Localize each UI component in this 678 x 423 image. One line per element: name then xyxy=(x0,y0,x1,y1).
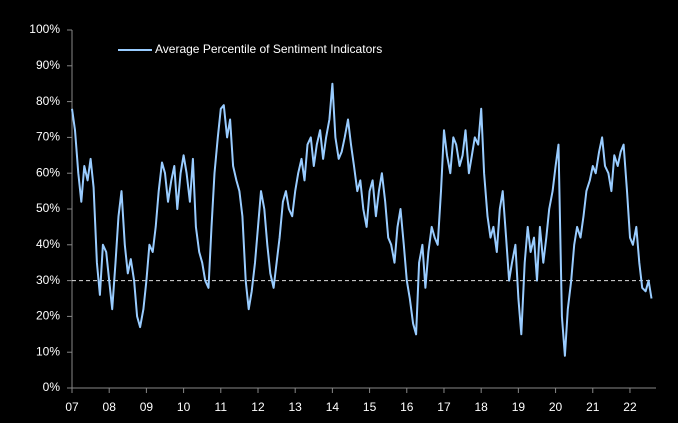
y-tick-label: 70% xyxy=(36,130,60,144)
y-tick-label: 80% xyxy=(36,94,60,108)
x-tick-label: 14 xyxy=(326,400,340,414)
x-tick-label: 10 xyxy=(177,400,191,414)
legend-label: Average Percentile of Sentiment Indicato… xyxy=(155,42,382,56)
x-tick-label: 11 xyxy=(215,400,228,414)
y-tick-label: 50% xyxy=(36,201,60,215)
x-tick-label: 15 xyxy=(363,400,377,414)
y-tick-label: 0% xyxy=(43,380,61,394)
x-tick-label: 16 xyxy=(400,400,414,414)
x-tick-label: 08 xyxy=(103,400,117,414)
x-tick-label: 09 xyxy=(140,400,154,414)
x-tick-label: 22 xyxy=(623,400,637,414)
x-tick-label: 13 xyxy=(289,400,303,414)
x-tick-label: 20 xyxy=(549,400,563,414)
y-tick-label: 90% xyxy=(36,58,60,72)
y-tick-label: 60% xyxy=(36,165,60,179)
x-tick-label: 19 xyxy=(512,400,526,414)
y-tick-label: 40% xyxy=(36,237,60,251)
y-tick-label: 30% xyxy=(36,273,60,287)
y-tick-label: 100% xyxy=(29,22,60,36)
x-tick-label: 18 xyxy=(474,400,488,414)
y-tick-label: 20% xyxy=(36,309,60,323)
x-tick-label: 17 xyxy=(437,400,451,414)
x-tick-label: 07 xyxy=(65,400,79,414)
x-tick-label: 12 xyxy=(251,400,265,414)
series-line xyxy=(71,82,653,357)
x-tick-label: 21 xyxy=(586,400,600,414)
y-tick-label: 10% xyxy=(36,344,60,358)
